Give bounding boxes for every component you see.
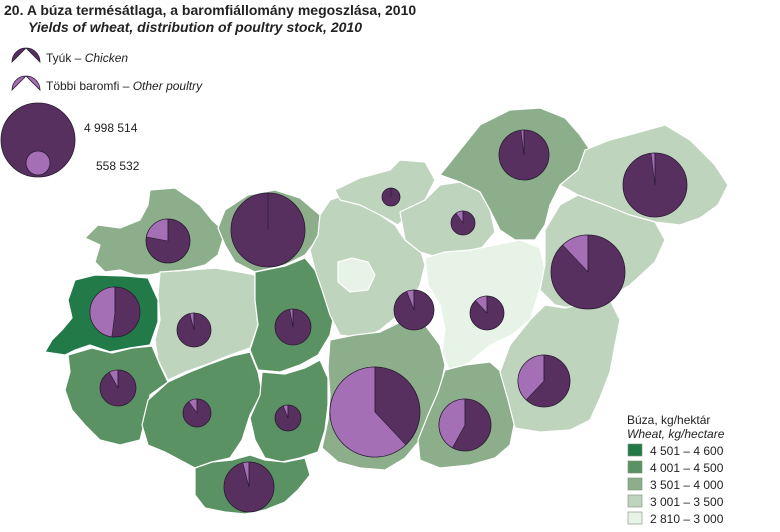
pie-nograd (381, 187, 401, 207)
pie-hajdu (550, 234, 626, 310)
wheat-class-label-4: 3 001 – 3 500 (650, 495, 724, 509)
pie-komarom (230, 192, 306, 268)
chicken-legend-label: Tyúk – Chicken (46, 51, 128, 65)
wheat-class-label-1: 4 501 – 4 600 (650, 444, 724, 458)
wheat-class-swatch-1 (627, 443, 643, 457)
wheat-class-label-3: 3 501 – 4 000 (650, 478, 724, 492)
pie-tolna (274, 404, 302, 432)
size-legend-large-circle (0, 102, 76, 178)
pie-heves (450, 210, 476, 236)
pie-other-csongrad (438, 398, 466, 449)
pie-pest (393, 289, 435, 331)
chicken-legend-icon (11, 47, 41, 63)
size-legend-min-value: 558 532 (96, 159, 140, 173)
pie-somogy (182, 398, 212, 428)
pie-baranya (223, 461, 275, 513)
pie-other-vas (89, 286, 116, 338)
pie-vas (89, 286, 141, 338)
pie-zala (99, 369, 137, 407)
wheat-class-label-2: 4 001 – 4 500 (650, 461, 724, 475)
pie-symbols (89, 129, 688, 513)
pie-fejer (274, 308, 312, 346)
wheat-legend-title-hu: Búza, kg/hektár (627, 413, 710, 427)
pie-other-bacs (329, 366, 407, 458)
size-legend-small-circle (25, 150, 51, 176)
poultry-legend: Tyúk – Chicken Többi baromfi – Other pou… (0, 47, 203, 178)
wheat-legend: Búza, kg/hektár Wheat, kg/hectare 4 501 … (627, 413, 725, 526)
map-subtitle: Yields of wheat, distribution of poultry… (28, 19, 362, 35)
wheat-class-swatch-5 (627, 511, 643, 525)
pie-gyor (145, 218, 191, 264)
other-poultry-legend-label: Többi baromfi – Other poultry (46, 79, 203, 93)
pie-veszprem (176, 312, 212, 348)
wheat-legend-title-en: Wheat, kg/hectare (627, 427, 725, 441)
pie-csongrad (438, 398, 492, 452)
pie-szolnok (469, 295, 505, 331)
wheat-class-label-5: 2 810 – 3 000 (650, 512, 724, 526)
pie-bekes (517, 354, 571, 408)
pie-bacs (329, 366, 421, 458)
size-legend-max-value: 4 998 514 (84, 121, 138, 135)
pie-szabolcs (622, 152, 688, 218)
wheat-class-swatch-3 (627, 477, 643, 491)
county-heves (399, 181, 496, 259)
map-title: 20. A búza termésátlaga, a baromfiállomá… (4, 2, 417, 18)
wheat-class-swatch-4 (627, 494, 643, 508)
wheat-class-swatch-2 (627, 460, 643, 474)
pie-other-bekes (517, 354, 545, 401)
other-poultry-legend-icon (11, 75, 41, 91)
pie-borsod (498, 129, 550, 181)
county-budapest (337, 257, 376, 293)
